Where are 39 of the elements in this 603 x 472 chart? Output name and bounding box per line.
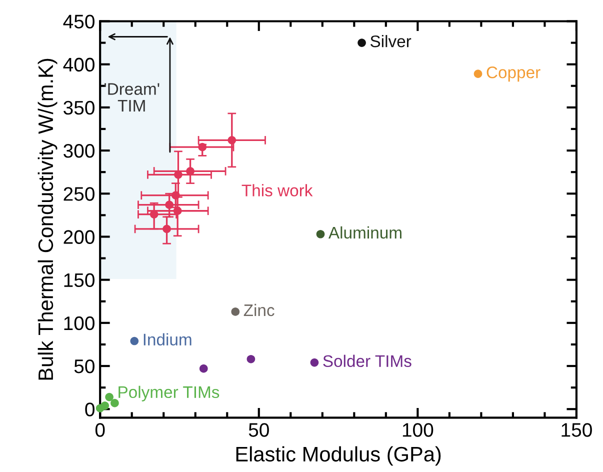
- x-tick-label: 100: [402, 423, 434, 437]
- point: [310, 358, 319, 367]
- point: [246, 354, 256, 364]
- y-tick-label: 300: [64, 144, 94, 158]
- point: [316, 230, 325, 238]
- point: [165, 200, 174, 209]
- band-label: 'Dream' TIM: [104, 83, 160, 112]
- series-label: Indium: [144, 333, 192, 346]
- x-axis-title: Elastic Modulus (GPa): [236, 446, 441, 466]
- series-label: Zinc: [244, 304, 274, 316]
- point: [162, 224, 171, 234]
- point: [358, 38, 366, 47]
- x-tick-label: 50: [248, 423, 269, 437]
- y-tick-label: 350: [64, 100, 94, 115]
- point: [130, 336, 139, 346]
- y-tick-label: 50: [74, 359, 94, 374]
- series-label: Polymer TIMs: [118, 386, 220, 402]
- y-axis-title: Bulk Thermal Conductivity W/(m.K): [38, 58, 58, 380]
- point: [474, 70, 482, 78]
- y-tick-label: 150: [64, 273, 94, 288]
- point: [228, 136, 236, 144]
- y-tick-label: 400: [63, 58, 94, 72]
- series-label: Silver: [370, 35, 412, 48]
- series-label: Solder TIMs: [323, 354, 412, 368]
- y-tick-label: 100: [64, 316, 94, 330]
- point: [173, 206, 182, 216]
- x-tick-label: 150: [562, 423, 592, 437]
- series-label: Copper: [486, 66, 540, 82]
- y-tick-label: 200: [64, 230, 94, 244]
- point: [105, 392, 114, 402]
- y-tick-label: 450: [63, 14, 94, 28]
- point: [199, 364, 208, 373]
- series-label: Aluminum: [328, 226, 402, 239]
- point: [231, 308, 240, 316]
- y-tick-label: 250: [64, 187, 94, 201]
- text: This work: [242, 184, 313, 196]
- x-tick-label: 0: [95, 423, 105, 437]
- point: [110, 398, 119, 408]
- y-tick-label: 0: [85, 402, 94, 416]
